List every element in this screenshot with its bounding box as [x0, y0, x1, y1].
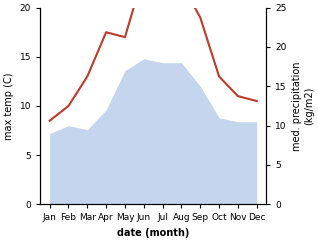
Y-axis label: max temp (C): max temp (C)	[4, 72, 14, 140]
X-axis label: date (month): date (month)	[117, 228, 190, 238]
Y-axis label: med. precipitation
(kg/m2): med. precipitation (kg/m2)	[292, 61, 314, 151]
